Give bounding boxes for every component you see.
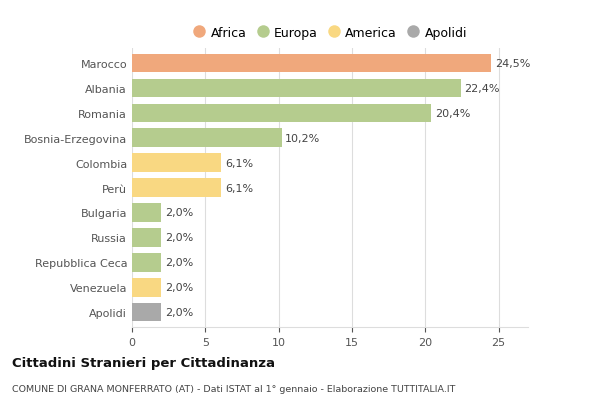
- Text: 2,0%: 2,0%: [165, 307, 193, 317]
- Text: 24,5%: 24,5%: [495, 59, 530, 69]
- Bar: [132, 229, 161, 247]
- Bar: [132, 303, 161, 321]
- Text: 6,1%: 6,1%: [225, 183, 253, 193]
- Bar: [132, 154, 221, 173]
- Bar: [132, 104, 431, 123]
- Bar: [132, 278, 161, 297]
- Text: 6,1%: 6,1%: [225, 158, 253, 168]
- Text: 2,0%: 2,0%: [165, 233, 193, 243]
- Text: 2,0%: 2,0%: [165, 208, 193, 218]
- Text: 22,4%: 22,4%: [464, 84, 500, 94]
- Text: COMUNE DI GRANA MONFERRATO (AT) - Dati ISTAT al 1° gennaio - Elaborazione TUTTIT: COMUNE DI GRANA MONFERRATO (AT) - Dati I…: [12, 384, 455, 393]
- Text: 20,4%: 20,4%: [435, 109, 470, 119]
- Bar: [132, 129, 281, 148]
- Bar: [132, 179, 221, 198]
- Bar: [132, 79, 461, 98]
- Text: Cittadini Stranieri per Cittadinanza: Cittadini Stranieri per Cittadinanza: [12, 356, 275, 369]
- Bar: [132, 204, 161, 222]
- Bar: [132, 55, 491, 73]
- Bar: [132, 253, 161, 272]
- Text: 10,2%: 10,2%: [285, 133, 320, 144]
- Legend: Africa, Europa, America, Apolidi: Africa, Europa, America, Apolidi: [188, 22, 472, 45]
- Text: 2,0%: 2,0%: [165, 258, 193, 267]
- Text: 2,0%: 2,0%: [165, 283, 193, 292]
